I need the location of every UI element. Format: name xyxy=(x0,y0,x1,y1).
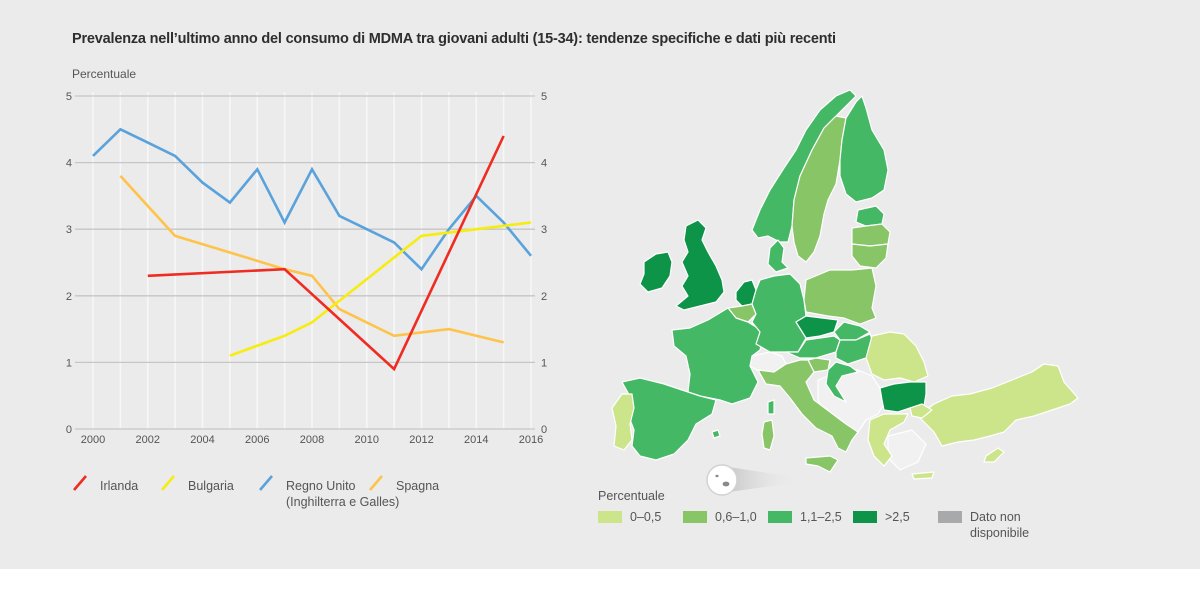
y-tick-label-left: 1 xyxy=(66,357,72,369)
series-line-regno xyxy=(92,127,533,272)
map-legend-swatch xyxy=(768,511,792,523)
legend-label: Spagna xyxy=(396,479,440,493)
country-gozo xyxy=(715,474,719,478)
series-line-irlanda xyxy=(147,135,505,372)
series-line-spagna xyxy=(119,175,504,344)
y-tick-label-left: 5 xyxy=(66,91,72,103)
map-legend-label: 0–0,5 xyxy=(630,510,662,524)
legend-item: Irlanda xyxy=(72,472,252,512)
country-austria xyxy=(785,335,841,359)
country-estonia xyxy=(855,205,885,227)
legend-item: Regno Unito (Inghilterra e Galles) xyxy=(258,472,438,512)
country-denmark xyxy=(767,239,789,273)
y-tick-label-left: 4 xyxy=(66,158,72,170)
map-legend-swatch xyxy=(683,511,707,523)
country-spain xyxy=(621,377,717,461)
map-legend-label: 1,1–2,5 xyxy=(800,510,842,524)
legend-label: Regno Unito xyxy=(286,479,356,493)
country-portugal xyxy=(611,393,635,451)
x-tick-label: 2000 xyxy=(81,434,105,446)
legend-swatch xyxy=(73,475,87,491)
legend-swatch xyxy=(161,475,175,491)
malta-inset xyxy=(706,464,738,496)
country-crete xyxy=(911,471,935,480)
country-lithuania xyxy=(851,243,889,269)
legend-swatch xyxy=(259,475,273,491)
country-sicily xyxy=(805,455,839,473)
y-tick-label-left: 3 xyxy=(66,224,72,236)
y-tick-label-right: 0 xyxy=(541,424,547,436)
country-italy xyxy=(757,359,859,453)
x-tick-label: 2010 xyxy=(355,434,379,446)
y-tick-label-left: 0 xyxy=(66,424,72,436)
country-czech-republic xyxy=(795,315,839,339)
country-corsica xyxy=(767,399,775,415)
inset-pointer xyxy=(722,466,800,493)
country-turkey-thrace xyxy=(909,403,933,419)
x-tick-label: 2004 xyxy=(190,434,214,446)
legend-label: (Inghilterra e Galles) xyxy=(286,495,400,509)
map-legend-swatch xyxy=(938,511,962,523)
legend-item: Spagna xyxy=(368,472,548,512)
map-legend-label: disponibile xyxy=(970,526,1030,540)
x-tick-label: 2008 xyxy=(300,434,324,446)
x-tick-label: 2012 xyxy=(409,434,433,446)
map-legend-label: Dato non xyxy=(970,510,1021,524)
country-greek-islands xyxy=(887,429,927,471)
figure-title: Prevalenza nell’ultimo anno del consumo … xyxy=(72,31,836,47)
map-legend-swatch xyxy=(598,511,622,523)
y-tick-label-left: 2 xyxy=(66,291,72,303)
y-tick-label-right: 2 xyxy=(541,291,547,303)
figure-panel xyxy=(0,0,1200,569)
map-legend-label: >2,5 xyxy=(885,510,910,524)
legend-item: Bulgaria xyxy=(160,472,340,512)
country-sardinia xyxy=(761,419,775,451)
country-france xyxy=(671,307,765,405)
country-malta xyxy=(722,481,730,487)
map-legend-label: 0,6–1,0 xyxy=(715,510,757,524)
country-poland xyxy=(803,267,877,325)
x-tick-label: 2002 xyxy=(136,434,160,446)
map-legend-swatch xyxy=(853,511,877,523)
country-cyprus xyxy=(983,447,1005,463)
country-turkey xyxy=(917,363,1079,447)
x-tick-label: 2016 xyxy=(519,434,543,446)
country-finland xyxy=(839,95,889,203)
legend-label: Irlanda xyxy=(100,479,139,493)
legend-label: Bulgaria xyxy=(188,479,234,493)
y-tick-label-right: 5 xyxy=(541,91,547,103)
x-tick-label: 2006 xyxy=(245,434,269,446)
y-tick-label-right: 4 xyxy=(541,158,547,170)
country-sweden xyxy=(791,115,847,263)
country-united-kingdom xyxy=(675,219,725,311)
y-tick-label-right: 3 xyxy=(541,224,547,236)
map-legend-title: Percentuale xyxy=(598,489,665,503)
country-latvia xyxy=(851,223,891,247)
country-greece xyxy=(867,413,909,467)
y-axis-label: Percentuale xyxy=(72,67,136,81)
y-tick-label-right: 1 xyxy=(541,357,547,369)
country-germany xyxy=(751,273,807,353)
country-croatia xyxy=(825,361,859,403)
legend-swatch xyxy=(369,475,383,491)
country-romania xyxy=(865,331,929,383)
country-ireland xyxy=(639,251,673,293)
x-tick-label: 2014 xyxy=(464,434,488,446)
country-balearic-islands xyxy=(711,429,721,439)
